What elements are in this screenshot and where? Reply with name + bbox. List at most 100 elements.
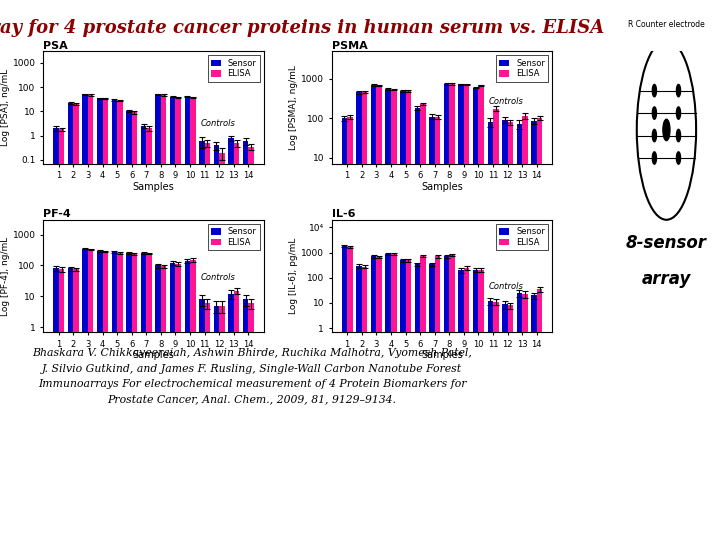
- Bar: [537, 289, 542, 540]
- Y-axis label: Log [PF-4], ng/mL: Log [PF-4], ng/mL: [1, 237, 10, 315]
- Bar: [479, 85, 484, 540]
- Bar: [464, 84, 469, 540]
- Bar: [405, 91, 411, 540]
- Bar: [493, 109, 499, 540]
- Circle shape: [663, 119, 670, 140]
- Text: PSA: PSA: [43, 40, 68, 51]
- Bar: [473, 87, 479, 540]
- Circle shape: [677, 152, 680, 164]
- Bar: [342, 246, 347, 540]
- Text: Controls: Controls: [200, 119, 235, 129]
- X-axis label: Samples: Samples: [421, 350, 463, 360]
- Bar: [112, 252, 117, 540]
- Text: array: array: [642, 271, 691, 288]
- Bar: [176, 264, 181, 540]
- Bar: [385, 254, 391, 540]
- Bar: [435, 117, 440, 540]
- Bar: [190, 260, 196, 540]
- Bar: [464, 268, 469, 540]
- Bar: [429, 117, 435, 540]
- Text: IL-6: IL-6: [332, 209, 355, 219]
- Bar: [508, 306, 513, 540]
- Bar: [219, 306, 225, 540]
- Bar: [59, 269, 64, 540]
- Bar: [479, 269, 484, 540]
- Bar: [73, 104, 79, 540]
- Bar: [371, 85, 377, 540]
- Bar: [508, 122, 513, 540]
- Bar: [415, 108, 420, 540]
- Bar: [68, 268, 73, 540]
- Bar: [132, 112, 138, 540]
- Bar: [214, 145, 219, 540]
- Bar: [184, 97, 190, 540]
- Circle shape: [677, 130, 680, 141]
- Text: PF-4: PF-4: [43, 209, 71, 219]
- Bar: [146, 129, 152, 540]
- Bar: [391, 90, 397, 540]
- Bar: [88, 95, 94, 540]
- Bar: [88, 249, 94, 540]
- Text: SWNT array for 4 prostate cancer proteins in human serum vs. ELISA: SWNT array for 4 prostate cancer protein…: [0, 19, 604, 37]
- Bar: [473, 270, 479, 540]
- Bar: [537, 118, 542, 540]
- Bar: [459, 84, 464, 540]
- Bar: [502, 304, 508, 540]
- Bar: [117, 100, 122, 540]
- Bar: [234, 143, 239, 540]
- Bar: [228, 294, 234, 540]
- Bar: [517, 124, 522, 540]
- Legend: Sensor, ELISA: Sensor, ELISA: [496, 224, 548, 250]
- Bar: [161, 266, 166, 540]
- Legend: Sensor, ELISA: Sensor, ELISA: [207, 56, 260, 82]
- Bar: [248, 303, 254, 540]
- Bar: [435, 256, 440, 540]
- Bar: [400, 91, 405, 540]
- Bar: [377, 85, 382, 540]
- Bar: [53, 268, 59, 540]
- Circle shape: [652, 107, 657, 119]
- Bar: [53, 129, 59, 540]
- Bar: [449, 255, 455, 540]
- Bar: [73, 269, 79, 540]
- Bar: [126, 253, 132, 540]
- Bar: [243, 299, 248, 540]
- Bar: [132, 254, 138, 540]
- Bar: [429, 264, 435, 540]
- X-axis label: Samples: Samples: [132, 350, 174, 360]
- Bar: [449, 84, 455, 540]
- Bar: [68, 103, 73, 540]
- Bar: [459, 270, 464, 540]
- Text: Controls: Controls: [489, 282, 523, 291]
- X-axis label: Samples: Samples: [421, 181, 463, 192]
- Bar: [170, 97, 176, 540]
- Bar: [391, 254, 397, 540]
- Bar: [487, 301, 493, 540]
- Bar: [347, 117, 353, 540]
- Bar: [444, 256, 449, 540]
- Legend: Sensor, ELISA: Sensor, ELISA: [207, 224, 260, 250]
- Bar: [493, 302, 499, 540]
- Bar: [156, 94, 161, 540]
- Circle shape: [652, 84, 657, 97]
- Bar: [204, 143, 210, 540]
- Bar: [126, 111, 132, 540]
- Text: Controls: Controls: [200, 273, 235, 282]
- Bar: [97, 98, 102, 540]
- Text: 8-sensor: 8-sensor: [626, 234, 707, 252]
- Bar: [420, 104, 426, 540]
- Bar: [59, 130, 64, 540]
- Bar: [385, 89, 391, 540]
- Bar: [214, 306, 219, 540]
- Bar: [517, 293, 522, 540]
- Bar: [228, 138, 234, 540]
- Bar: [204, 303, 210, 540]
- Bar: [356, 92, 362, 540]
- Bar: [415, 264, 420, 540]
- Bar: [184, 261, 190, 540]
- Circle shape: [652, 130, 657, 141]
- Y-axis label: Log [IL-6], pg/mL: Log [IL-6], pg/mL: [289, 238, 298, 314]
- Bar: [146, 253, 152, 540]
- Bar: [140, 253, 146, 540]
- Circle shape: [652, 152, 657, 164]
